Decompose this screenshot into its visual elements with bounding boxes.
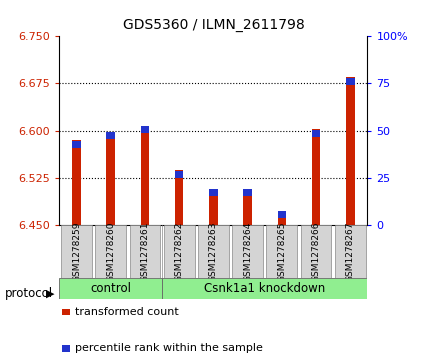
Bar xyxy=(209,191,218,225)
Bar xyxy=(61,225,92,278)
Bar xyxy=(141,126,149,225)
Bar xyxy=(106,132,115,139)
Title: GDS5360 / ILMN_2611798: GDS5360 / ILMN_2611798 xyxy=(122,19,304,33)
Bar xyxy=(335,225,366,278)
Bar xyxy=(346,77,355,225)
Bar xyxy=(106,133,115,225)
Bar xyxy=(243,189,252,196)
Text: GSM1278264: GSM1278264 xyxy=(243,221,252,282)
Text: GSM1278267: GSM1278267 xyxy=(346,221,355,282)
Bar xyxy=(209,189,218,196)
Text: GSM1278260: GSM1278260 xyxy=(106,221,115,282)
Text: percentile rank within the sample: percentile rank within the sample xyxy=(75,343,263,354)
Text: control: control xyxy=(90,282,131,295)
Bar xyxy=(72,141,81,148)
Bar xyxy=(312,130,320,225)
Bar xyxy=(312,130,320,137)
Text: protocol: protocol xyxy=(4,287,52,300)
Bar xyxy=(232,225,263,278)
Bar xyxy=(267,225,297,278)
Bar xyxy=(59,278,162,299)
Bar xyxy=(175,170,183,225)
Bar xyxy=(278,211,286,217)
Text: transformed count: transformed count xyxy=(75,307,179,317)
Bar xyxy=(129,225,160,278)
Text: GSM1278262: GSM1278262 xyxy=(175,221,183,282)
Text: GSM1278259: GSM1278259 xyxy=(72,221,81,282)
Bar xyxy=(198,225,229,278)
Bar xyxy=(141,126,149,133)
Bar xyxy=(243,191,252,225)
Text: GSM1278265: GSM1278265 xyxy=(277,221,286,282)
Bar xyxy=(175,171,183,178)
Bar xyxy=(346,78,355,85)
Bar xyxy=(278,211,286,225)
Bar xyxy=(95,225,126,278)
Bar xyxy=(164,225,194,278)
Bar xyxy=(301,225,331,278)
Text: ▶: ▶ xyxy=(46,288,55,298)
Text: GSM1278263: GSM1278263 xyxy=(209,221,218,282)
Bar xyxy=(72,140,81,225)
Text: Csnk1a1 knockdown: Csnk1a1 knockdown xyxy=(204,282,325,295)
Bar xyxy=(162,278,367,299)
Text: GSM1278266: GSM1278266 xyxy=(312,221,321,282)
Text: GSM1278261: GSM1278261 xyxy=(140,221,150,282)
